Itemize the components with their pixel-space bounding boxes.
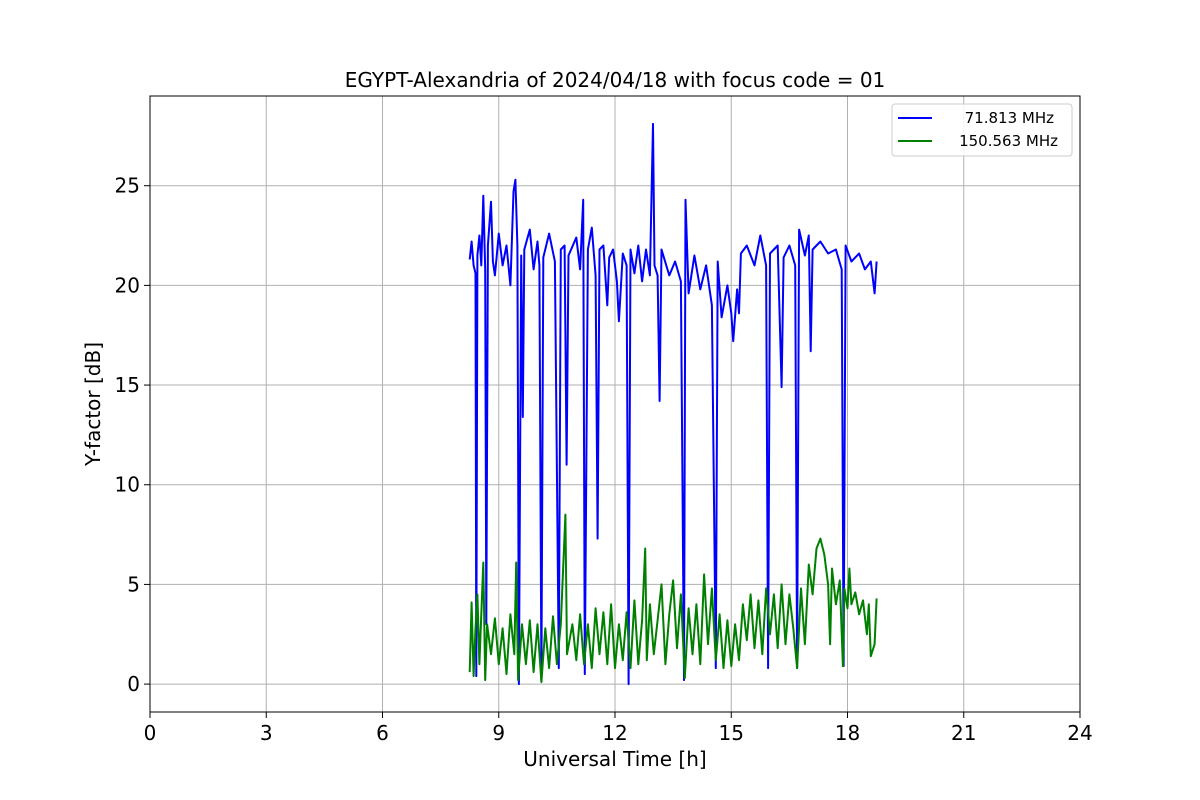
legend-box — [891, 103, 1073, 157]
legend: 71.813 MHz 150.563 MHz — [891, 103, 1073, 157]
y-tick-label: 25 — [115, 174, 140, 198]
x-tick-label: 21 — [951, 721, 976, 745]
series-line-1 — [468, 513, 878, 684]
x-tick-label: 12 — [602, 721, 627, 745]
x-tick-label: 9 — [492, 721, 505, 745]
x-tick-label: 18 — [835, 721, 860, 745]
series-layer — [468, 122, 878, 686]
x-tick-label: 0 — [144, 721, 157, 745]
y-tick-label: 5 — [127, 572, 140, 596]
legend-label-71mhz: 71.813 MHz — [965, 109, 1054, 127]
x-tick-label: 24 — [1067, 721, 1092, 745]
y-tick-label: 20 — [115, 273, 140, 297]
chart-title: EGYPT-Alexandria of 2024/04/18 with focu… — [345, 68, 886, 92]
x-tick-label: 3 — [260, 721, 273, 745]
axis-ticks: 0 3 6 9 12 15 18 21 24 0 5 10 15 20 25 — [115, 174, 1093, 745]
y-axis-label: Y-factor [dB] — [81, 342, 105, 467]
y-tick-label: 15 — [115, 373, 140, 397]
series-line-0 — [468, 122, 878, 686]
x-tick-label: 6 — [376, 721, 389, 745]
y-tick-label: 0 — [127, 672, 140, 696]
x-axis-label: Universal Time [h] — [523, 747, 706, 771]
x-tick-label: 15 — [719, 721, 744, 745]
y-tick-label: 10 — [115, 473, 140, 497]
legend-label-150mhz: 150.563 MHz — [959, 132, 1058, 150]
